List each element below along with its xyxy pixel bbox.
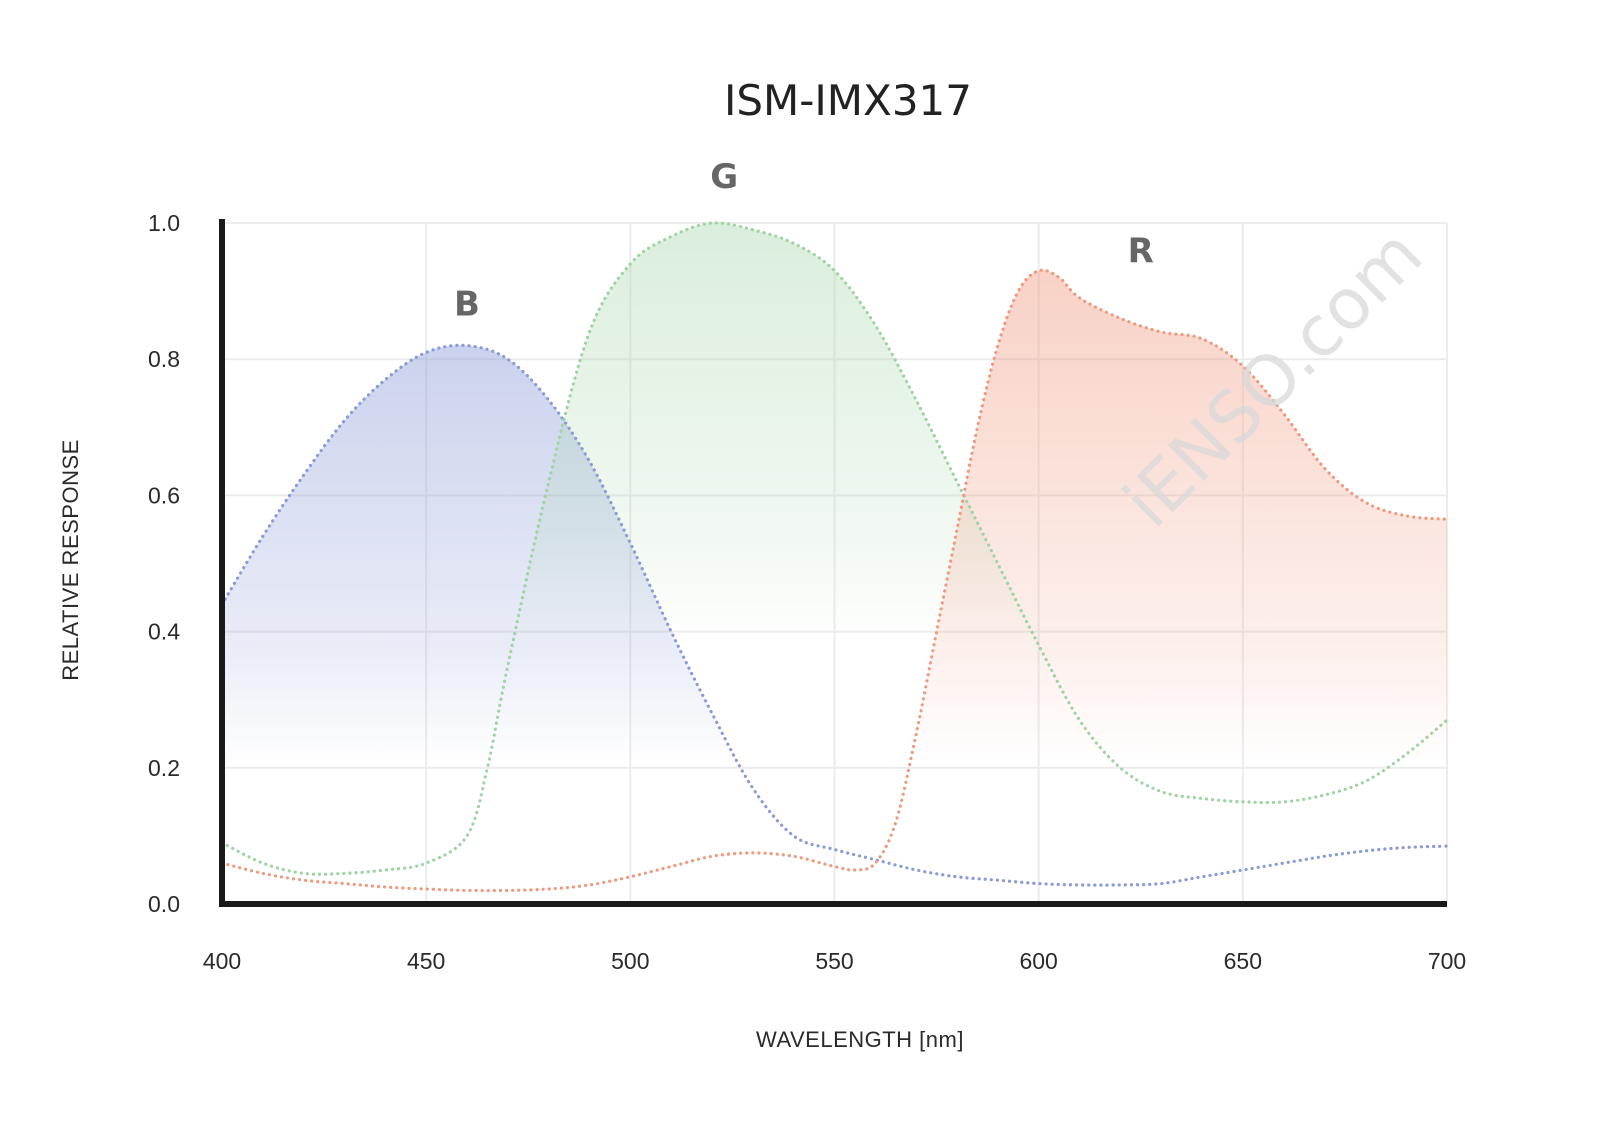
x-tick-label: 500 bbox=[611, 948, 649, 974]
x-tick-label: 600 bbox=[1019, 948, 1057, 974]
x-axis-label: WAVELENGTH [nm] bbox=[756, 1027, 964, 1052]
area-g bbox=[222, 222, 1447, 905]
tick-labels: 400 450 500 550 600 650 700 0.0 0.2 0.4 0.6 0.8 1.0 bbox=[148, 210, 1466, 974]
y-tick-label: 0.8 bbox=[148, 346, 180, 372]
y-tick-label: 0.4 bbox=[148, 619, 180, 645]
axes bbox=[219, 219, 1447, 907]
y-axis-label: RELATIVE RESPONSE bbox=[58, 439, 83, 681]
x-tick-label: 700 bbox=[1428, 948, 1466, 974]
x-tick-label: 550 bbox=[815, 948, 853, 974]
x-tick-label: 450 bbox=[407, 948, 445, 974]
line-g bbox=[220, 221, 1449, 876]
chart-title: ISM-IMX317 bbox=[724, 76, 972, 125]
y-tick-label: 0.2 bbox=[148, 755, 180, 781]
x-tick-label: 650 bbox=[1224, 948, 1262, 974]
y-tick-label: 0.0 bbox=[148, 891, 180, 917]
series-label-b: B bbox=[454, 285, 480, 325]
y-tick-label: 0.6 bbox=[148, 482, 180, 508]
series-label-r: R bbox=[1128, 231, 1154, 271]
line-r bbox=[220, 268, 1449, 893]
series-label-g: G bbox=[710, 157, 738, 197]
x-tick-label: 400 bbox=[203, 948, 241, 974]
series-areas bbox=[222, 222, 1447, 905]
y-tick-label: 1.0 bbox=[148, 210, 180, 236]
area-r bbox=[222, 270, 1447, 905]
series-labels: B G R bbox=[454, 157, 1154, 325]
line-b bbox=[220, 343, 1449, 887]
series-lines bbox=[220, 221, 1449, 893]
